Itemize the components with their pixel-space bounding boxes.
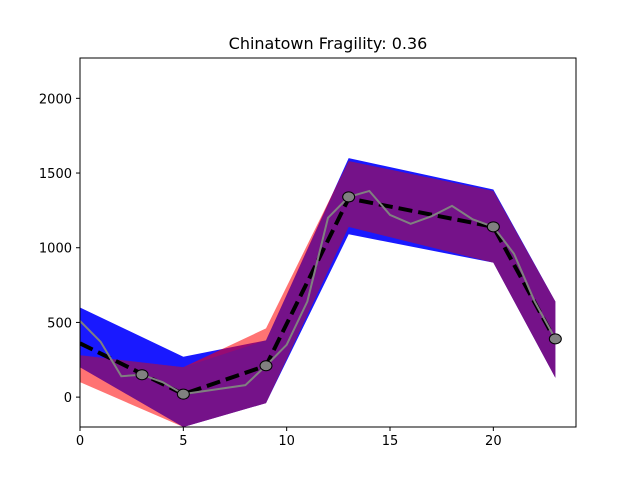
marker-point	[176, 388, 190, 400]
y-tick-label: 2000	[39, 92, 72, 107]
y-tick-label: 0	[64, 391, 72, 406]
y-tick-label: 500	[47, 316, 72, 331]
marker-point	[548, 333, 562, 345]
plot-content	[80, 158, 562, 427]
axes: 0 5 10 15 20 0 500 1000 1500 2000	[39, 57, 577, 449]
marker-point	[342, 191, 356, 203]
marker-point	[259, 360, 273, 372]
sample-series-line	[80, 189, 557, 396]
marker-point	[135, 369, 149, 381]
x-tick-label: 10	[278, 434, 295, 449]
x-tick-label: 0	[76, 434, 84, 449]
plot-area	[80, 158, 562, 427]
band-overlap	[80, 161, 556, 427]
x-tick-label: 15	[382, 434, 399, 449]
y-tick-label: 1500	[39, 167, 72, 182]
y-tick-label: 1000	[39, 242, 72, 257]
axes-frame	[79, 57, 577, 428]
chart-title: Chinatown Fragility: 0.36	[229, 34, 428, 53]
marker-point	[486, 221, 500, 233]
x-tick-label: 20	[485, 434, 502, 449]
x-tick-label: 5	[179, 434, 187, 449]
